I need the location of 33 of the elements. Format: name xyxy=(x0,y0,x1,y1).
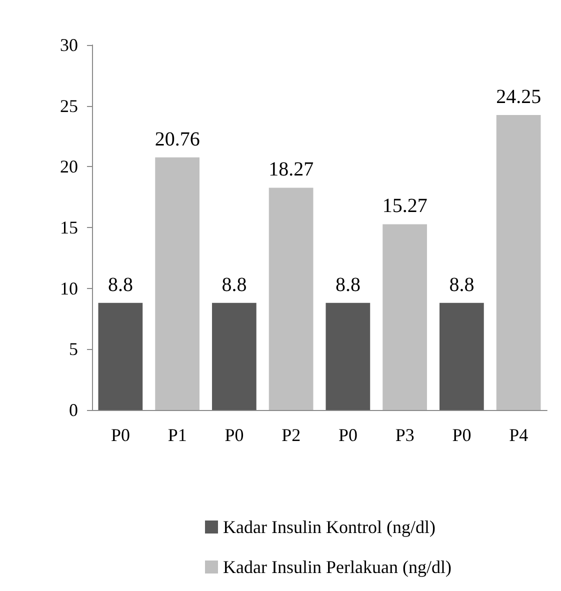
x-tick-label: P3 xyxy=(395,425,414,445)
bar xyxy=(382,224,427,410)
y-tick-label: 25 xyxy=(60,96,78,116)
legend-label: Kadar Insulin Perlakuan (ng/dl) xyxy=(223,557,452,577)
bar xyxy=(212,302,256,410)
data-label: 18.27 xyxy=(268,158,314,181)
x-tick-label: P4 xyxy=(509,425,528,445)
bar xyxy=(98,302,143,410)
data-label: 8.8 xyxy=(108,274,133,296)
bar xyxy=(496,114,541,410)
bar xyxy=(326,302,370,410)
x-tick-label: P0 xyxy=(452,425,472,445)
data-label: 8.8 xyxy=(449,274,474,296)
x-tick-label: P0 xyxy=(338,425,358,445)
y-tick-label: 15 xyxy=(60,218,78,238)
x-tick-label: P0 xyxy=(224,425,244,445)
bar xyxy=(155,157,200,410)
bar xyxy=(268,188,314,410)
bar xyxy=(440,302,484,410)
legend-label: Kadar Insulin Kontrol (ng/dl) xyxy=(223,517,436,537)
x-tick-label: P0 xyxy=(110,425,130,445)
y-tick-label: 30 xyxy=(60,35,78,55)
x-tick-label: P1 xyxy=(168,425,187,445)
y-tick-label: 0 xyxy=(69,400,78,420)
x-tick-label: P2 xyxy=(282,425,301,445)
data-label: 15.27 xyxy=(382,195,428,218)
y-tick-label: 10 xyxy=(60,278,78,298)
data-label: 24.25 xyxy=(496,86,542,108)
data-label: 8.8 xyxy=(335,274,360,296)
data-label: 8.8 xyxy=(222,274,247,296)
y-tick-label: 20 xyxy=(60,156,78,177)
y-tick-label: 5 xyxy=(69,339,78,360)
data-label: 20.76 xyxy=(154,128,200,150)
